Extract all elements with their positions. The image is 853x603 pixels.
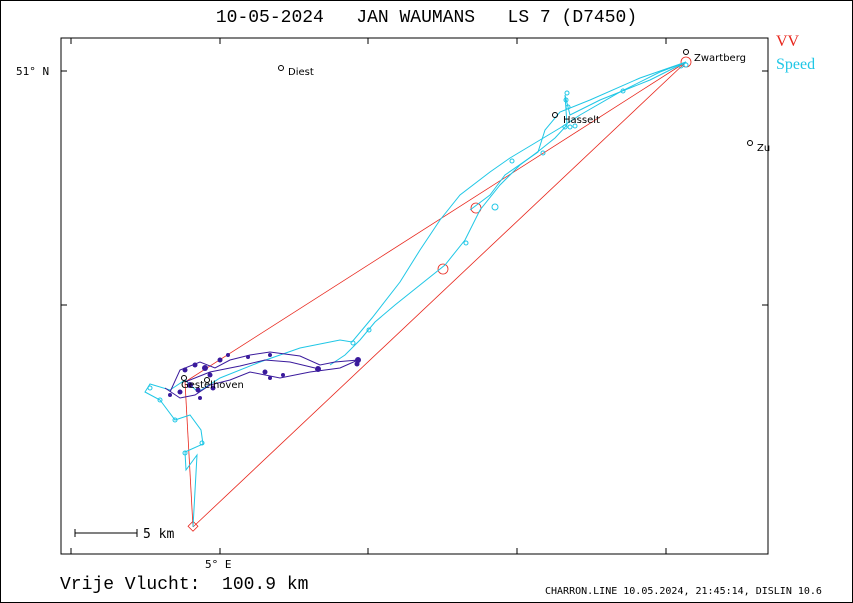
- places: Diest Zwartberg Hasselt Zu Gestelhoven: [181, 49, 770, 391]
- title-date: 10-05-2024: [215, 8, 324, 28]
- legend-vv: VV: [776, 33, 800, 50]
- vv-line-start: [184, 381, 194, 528]
- place-marker-zu: [747, 140, 753, 146]
- place-label-diest: Diest: [288, 67, 314, 78]
- title-code: LS 7 (D7450): [507, 8, 638, 28]
- vv-line-direct: [192, 61, 687, 528]
- place-label-zu: Zu: [757, 143, 770, 154]
- release-marker: [187, 520, 199, 532]
- speed-track: [144, 61, 687, 528]
- place-marker-halen: [181, 375, 187, 381]
- lat-label: 51° N: [16, 65, 49, 78]
- scale-bar-label: 5 km: [143, 527, 174, 542]
- place-label-hasselt: Hasselt: [563, 115, 600, 126]
- place-label-zwartberg: Zwartberg: [694, 53, 746, 64]
- plot-area: [60, 37, 769, 555]
- map-title: 10-05-2024 JAN WAUMANS LS 7 (D7450): [0, 8, 853, 28]
- speed-track-return: [329, 61, 687, 366]
- vv-marker: [437, 263, 449, 275]
- lon-label: 5° E: [205, 558, 232, 571]
- legend-speed: Speed: [776, 56, 816, 73]
- place-marker-zwartberg: [683, 49, 689, 55]
- place-marker-hasselt: [552, 112, 558, 118]
- dark-track: [164, 351, 359, 399]
- title-name: JAN WAUMANS: [356, 8, 476, 28]
- speed-track-outbound: [144, 61, 687, 528]
- scale-bar: 5 km: [74, 527, 174, 542]
- speed-markers: [147, 62, 689, 456]
- place-label-gestelhoven: Gestelhoven: [181, 380, 244, 391]
- footer-credit: CHARRON.LINE 10.05.2024, 21:45:14, DISLI…: [545, 586, 822, 597]
- dark-markers: [168, 353, 361, 400]
- speed-track-branch: [469, 61, 687, 211]
- vv-line-upper: [184, 61, 687, 383]
- dark-track-loop: [164, 351, 359, 399]
- place-marker-gestelhoven: [204, 377, 210, 383]
- dark-track-inner: [184, 359, 316, 383]
- flight-distance: Vrije Vlucht: 100.9 km: [60, 575, 309, 595]
- place-marker-diest: [278, 65, 284, 71]
- vv-lines: [184, 56, 692, 532]
